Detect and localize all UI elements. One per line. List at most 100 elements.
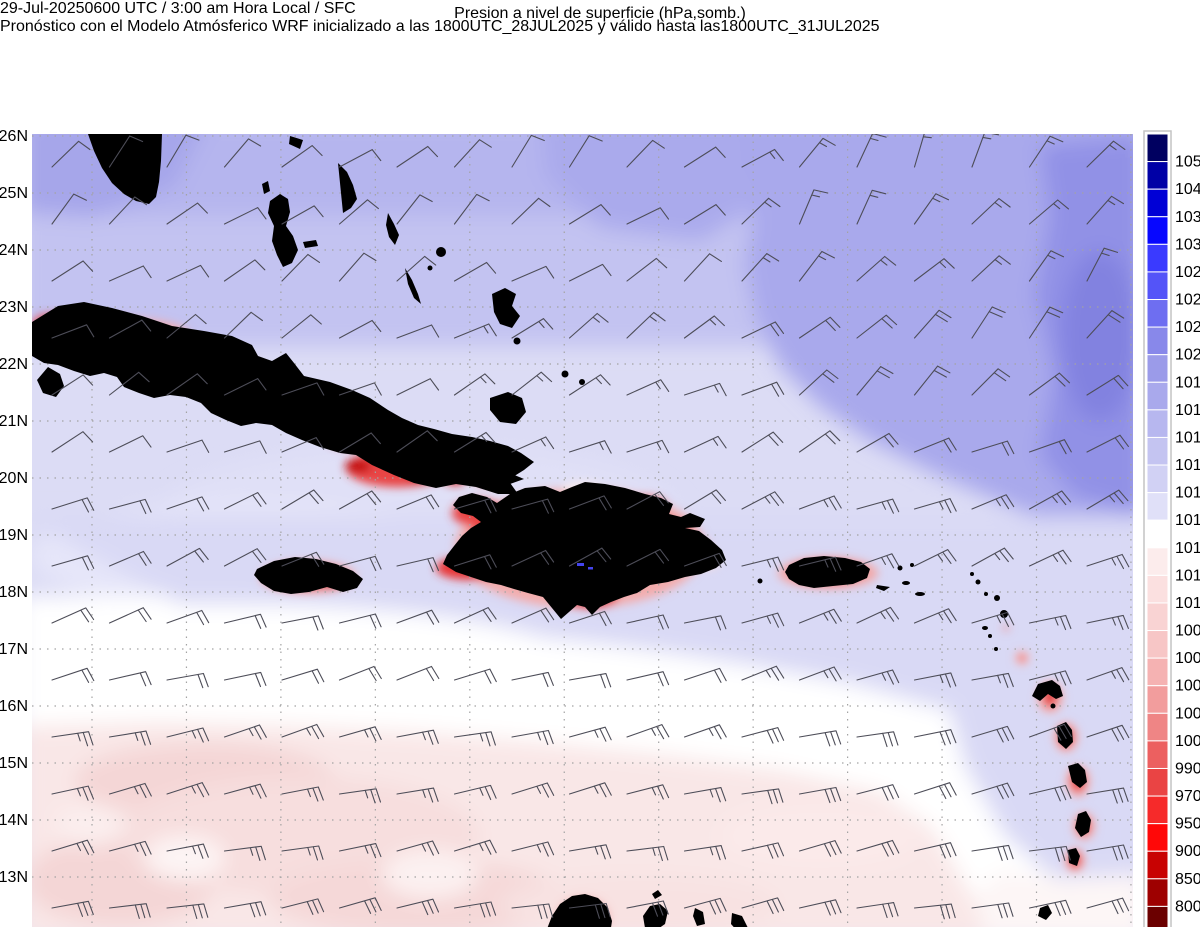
wind-barb xyxy=(1028,490,1072,510)
wind-barb xyxy=(913,842,957,859)
pressure-colorbar: 1050 1040 1035 1030 1028 1025 1022 1020 1019 1018… xyxy=(1143,130,1200,927)
wind-barb xyxy=(741,556,785,572)
wind-barb xyxy=(683,787,727,803)
wind-barb xyxy=(683,146,726,168)
wind-barb xyxy=(1086,195,1125,225)
wind-barb xyxy=(913,903,956,920)
colorbar-level-label: 1012 xyxy=(1175,567,1200,584)
wind-barb xyxy=(913,365,951,396)
wind-barb xyxy=(51,497,95,513)
wind-barb xyxy=(166,439,210,453)
etang-saumatre xyxy=(588,567,593,570)
wind-barb xyxy=(741,842,785,859)
colorbar-swatch xyxy=(1146,878,1169,907)
wind-barb xyxy=(51,785,95,801)
colorbar-level-label: 970 xyxy=(1175,788,1200,805)
wind-barb xyxy=(798,189,829,225)
colorbar-swatch xyxy=(1146,492,1169,521)
wind-barb xyxy=(1086,897,1130,915)
haiti-dr-border xyxy=(566,487,579,601)
wind-barb xyxy=(396,609,440,625)
wind-barb xyxy=(856,669,900,685)
colorbar-swatch xyxy=(1146,464,1169,494)
wind-barb xyxy=(511,782,555,798)
wind-barb xyxy=(281,314,322,339)
wind-barb xyxy=(626,614,670,630)
colorbar-level-label: 1008 xyxy=(1175,623,1200,640)
wind-barb xyxy=(166,264,210,282)
wind-barb xyxy=(913,258,955,282)
wind-barb xyxy=(511,134,545,168)
wind-barb xyxy=(281,489,324,510)
wind-barb xyxy=(108,903,151,919)
colorbar-swatch xyxy=(1146,188,1169,218)
lat-tick-label: 13N xyxy=(0,869,28,886)
wind-barb xyxy=(683,845,727,861)
wind-barb xyxy=(396,324,440,339)
wind-barb xyxy=(281,551,325,567)
colorbar-swatch xyxy=(1146,685,1169,714)
wind-barb xyxy=(108,671,152,687)
wind-barb xyxy=(281,615,324,631)
colorbar-level-label: 1050 xyxy=(1175,154,1200,171)
wind-barb xyxy=(741,727,785,744)
lat-tick-label: 16N xyxy=(0,698,28,715)
wind-barb xyxy=(281,205,324,225)
colorbar-swatch xyxy=(1146,133,1169,163)
colorbar-level-label: 1022 xyxy=(1175,319,1200,336)
wind-barb xyxy=(971,782,1015,800)
wind-barb xyxy=(683,724,727,740)
colorbar-level-label: 950 xyxy=(1175,816,1200,833)
wind-barb xyxy=(511,903,554,920)
wind-barb xyxy=(223,492,267,510)
wind-barb xyxy=(166,134,200,168)
model-info-text: Pronóstico con el Modelo Atmósferico WRF… xyxy=(0,18,721,35)
wind-barb xyxy=(453,323,497,339)
florida-and-keys xyxy=(88,134,162,224)
wind-barb xyxy=(626,548,670,567)
wind-barb xyxy=(1086,489,1129,510)
wind-barb xyxy=(51,667,95,683)
wind-barb xyxy=(166,496,210,512)
wind-barb xyxy=(166,547,209,567)
forecast-hour: 0600 UTC / 3:00 am Hora Local / SFC xyxy=(84,0,356,17)
wind-barb xyxy=(51,839,95,855)
wind-barb xyxy=(166,373,208,396)
wind-barb xyxy=(396,430,438,453)
lat-tick-label: 22N xyxy=(0,356,28,373)
lat-tick-label: 17N xyxy=(0,641,28,658)
colorbar-level-label: 1040 xyxy=(1175,181,1200,198)
valid-time-line: 29-Jul-20250600 UTC / 3:00 am Hora Local… xyxy=(0,0,1200,18)
wind-barb xyxy=(396,557,440,573)
wind-barb xyxy=(856,314,898,339)
colorbar-swatch xyxy=(1146,795,1169,825)
colorbar-level-label: 850 xyxy=(1175,871,1200,888)
vieques-island xyxy=(876,585,890,591)
colorbar-level-label: 1006 xyxy=(1175,650,1200,667)
wind-barb xyxy=(626,379,670,396)
wind-barb xyxy=(971,306,1006,339)
wind-barb xyxy=(683,315,725,339)
wind-barb xyxy=(568,204,611,225)
wind-barb xyxy=(798,840,842,857)
colorbar-swatch xyxy=(1146,436,1169,466)
wind-barb xyxy=(568,440,612,454)
wind-barb xyxy=(741,197,781,225)
wind-barb xyxy=(511,371,553,396)
wind-barb xyxy=(396,665,440,682)
cuba-coastline xyxy=(32,302,534,494)
wind-barb xyxy=(453,193,490,225)
wind-barb xyxy=(453,554,497,570)
wind-barb xyxy=(626,439,670,454)
wind-barb xyxy=(223,311,263,339)
colorbar-level-label: 1019 xyxy=(1175,374,1200,391)
wind-barb xyxy=(626,724,670,740)
lat-tick-label: 21N xyxy=(0,413,28,430)
wind-barb xyxy=(51,607,95,624)
wind-barb xyxy=(913,309,952,339)
wind-barb xyxy=(626,845,669,862)
colorbar-level-label: 1000 xyxy=(1175,733,1200,750)
wind-barb xyxy=(223,138,262,168)
wind-barb xyxy=(741,431,784,453)
wind-barb xyxy=(108,371,150,396)
